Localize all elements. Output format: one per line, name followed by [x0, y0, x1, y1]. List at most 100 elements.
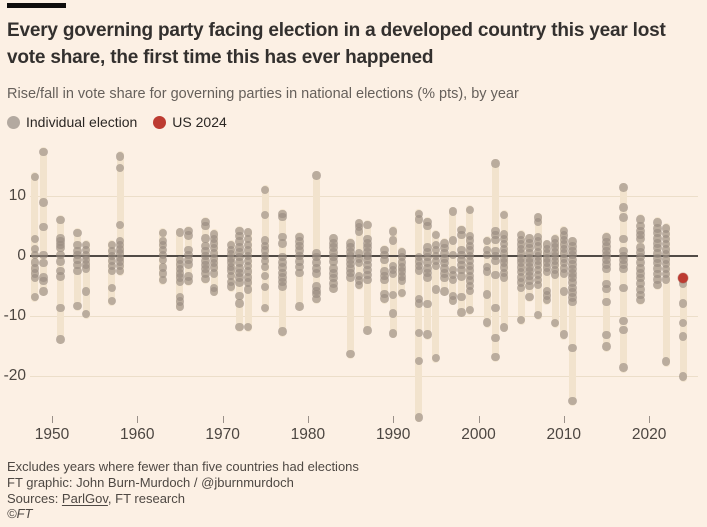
election-dot [440, 239, 449, 248]
election-dot [482, 236, 492, 246]
election-dot [661, 229, 671, 238]
election-dot [226, 277, 236, 286]
election-dot [278, 277, 287, 286]
election-dot [201, 217, 210, 226]
election-dot [465, 251, 475, 261]
election-dot [636, 235, 645, 244]
election-dot [81, 264, 91, 273]
election-dot [261, 211, 270, 220]
election-dot [226, 282, 236, 291]
election-dot [278, 232, 287, 241]
election-dot [201, 269, 210, 278]
election-dot [346, 259, 355, 268]
x-axis-tick-2020 [649, 416, 651, 423]
election-dot [363, 326, 372, 335]
election-dot [423, 299, 432, 309]
year-range-band-1990 [389, 226, 397, 339]
election-dot [431, 241, 441, 250]
election-dot [354, 249, 364, 258]
election-dot [542, 240, 551, 249]
election-dot [261, 271, 270, 280]
election-dot [329, 239, 338, 248]
election-dot [661, 259, 671, 268]
election-dot [619, 260, 628, 269]
election-dot [440, 249, 449, 258]
election-dot [346, 243, 355, 252]
election-dot [329, 284, 338, 293]
election-dot [559, 287, 568, 296]
election-dot [568, 288, 577, 297]
election-dot [499, 258, 509, 267]
x-axis-tick-1960 [137, 416, 139, 423]
election-dot [551, 265, 560, 274]
election-dot [525, 239, 534, 248]
election-dot [389, 227, 398, 236]
election-dot [525, 249, 534, 258]
election-dot [661, 239, 671, 249]
election-dot [184, 272, 193, 281]
election-dot [679, 332, 688, 341]
election-dot [559, 235, 568, 244]
election-dot [525, 276, 534, 285]
election-dot [619, 203, 628, 212]
election-dot [568, 269, 577, 278]
election-dot [158, 263, 168, 272]
parlgov-link[interactable]: ParlGov [61, 490, 108, 506]
sources-line: Sources: ParlGov, FT research [7, 491, 359, 507]
legend-label-us-2024: US 2024 [172, 114, 227, 130]
red-dot-icon [153, 115, 167, 129]
election-dot [226, 266, 236, 275]
election-dot [243, 235, 253, 244]
election-dot [423, 248, 432, 257]
election-dot [209, 263, 219, 272]
election-dot [619, 247, 628, 256]
election-dot [491, 159, 500, 168]
election-dot [363, 243, 372, 252]
election-dot [209, 287, 219, 296]
election-dot [661, 255, 671, 264]
election-dot [602, 265, 611, 274]
election-dot [329, 269, 338, 278]
election-dot [235, 273, 244, 282]
election-dot [175, 228, 185, 237]
election-dot [295, 246, 304, 255]
election-dot [534, 271, 543, 280]
election-dot [184, 277, 193, 286]
election-dot [465, 286, 475, 295]
election-dot [354, 254, 364, 263]
election-dot [559, 231, 568, 240]
election-dot [636, 258, 645, 267]
election-dot [602, 284, 611, 294]
election-dot [516, 268, 526, 277]
y-axis-label--20: -20 [3, 367, 26, 384]
election-dot [423, 217, 432, 226]
election-dot [534, 310, 543, 319]
year-range-band-2010 [560, 225, 568, 340]
election-dot [559, 254, 568, 263]
year-range-band-1985 [347, 238, 355, 359]
election-dot [116, 257, 125, 266]
election-dot [636, 279, 645, 288]
election-dot [235, 268, 244, 277]
election-dot [542, 291, 551, 300]
election-dot [440, 244, 449, 253]
election-dot [542, 258, 551, 267]
election-dot [499, 230, 509, 239]
x-axis-label-1980: 1980 [290, 426, 326, 443]
election-dot [261, 236, 270, 245]
election-dot [397, 253, 406, 262]
election-dot [81, 310, 91, 319]
election-dot [81, 241, 91, 250]
election-dot [414, 328, 423, 337]
election-dot [295, 257, 304, 266]
election-dot [56, 250, 65, 259]
graphic-credit: FT graphic: John Burn-Murdoch / @jburnmu… [7, 474, 294, 490]
x-axis-label-2020: 2020 [631, 426, 667, 443]
election-dot [414, 215, 423, 224]
election-dot [559, 249, 568, 258]
x-axis-label-2010: 2010 [546, 426, 582, 443]
election-dot [491, 247, 500, 256]
election-dot [380, 271, 389, 280]
election-dot [636, 264, 645, 273]
election-dot [209, 239, 219, 248]
